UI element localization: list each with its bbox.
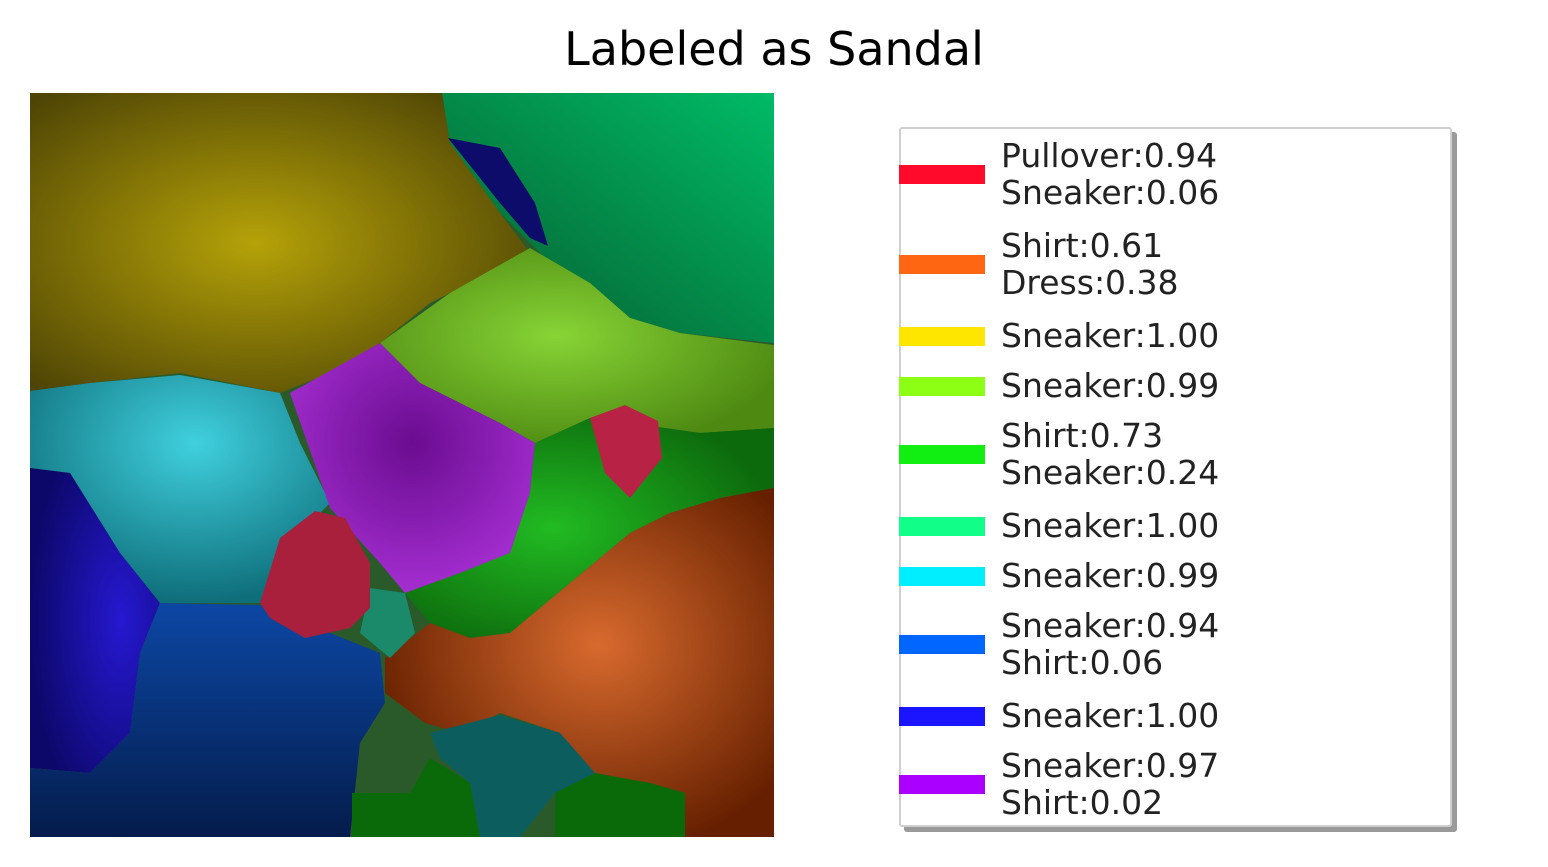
legend-label: Sneaker:1.00: [1001, 697, 1219, 734]
legend-swatch: [899, 445, 985, 464]
legend: Pullover:0.94 Sneaker:0.06 Shirt:0.61 Dress…: [899, 127, 1452, 827]
legend-swatch: [899, 775, 985, 794]
legend-line: Sneaker:0.94: [1001, 606, 1220, 645]
segment-teal-bottom: [430, 715, 595, 837]
segmentation-map: [30, 93, 774, 837]
legend-label: Sneaker:1.00: [1001, 507, 1219, 544]
legend-entry: Sneaker:1.00: [899, 317, 1441, 354]
segment-navy-sliver: [448, 138, 548, 246]
legend-swatch: [899, 165, 985, 184]
segment-sneaker-blue: [30, 468, 160, 773]
segment-pullover-right: [590, 405, 662, 498]
legend-entry: Sneaker:0.97 Shirt:0.02: [899, 747, 1441, 821]
legend-label: Shirt:0.73 Sneaker:0.24: [1001, 417, 1219, 491]
legend-label: Shirt:0.61 Dress:0.38: [1001, 227, 1179, 301]
legend-swatch: [899, 516, 985, 536]
legend-line: Sneaker:0.99: [1001, 366, 1220, 405]
legend-entry: Pullover:0.94 Sneaker:0.06: [899, 137, 1441, 211]
legend-swatch: [899, 706, 985, 726]
legend-swatch: [899, 255, 985, 274]
legend-label: Sneaker:0.99: [1001, 557, 1219, 594]
legend-entry: Sneaker:0.94 Shirt:0.06: [899, 607, 1441, 681]
legend-line: Sneaker:0.97: [1001, 746, 1220, 785]
segment-shirt-sneaker: [405, 418, 774, 638]
legend-entry: Sneaker:0.99: [899, 557, 1441, 594]
legend-line: Dress:0.38: [1001, 263, 1179, 302]
legend-line: Shirt:0.02: [1001, 783, 1164, 822]
figure-title: Labeled as Sandal: [564, 22, 984, 76]
legend-label: Sneaker:0.99: [1001, 367, 1219, 404]
legend-swatch: [899, 376, 985, 396]
segment-teal-center: [360, 588, 415, 658]
legend-entry: Shirt:0.61 Dress:0.38: [899, 227, 1441, 301]
segment-sneaker-yellow: [30, 93, 530, 393]
legend-entry: Sneaker:1.00: [899, 697, 1441, 734]
legend-label: Sneaker:1.00: [1001, 317, 1219, 354]
segment-sneaker-shirt-azure: [30, 603, 385, 837]
legend-line: Sneaker:1.00: [1001, 696, 1220, 735]
legend-line: Shirt:0.73: [1001, 416, 1164, 455]
legend-swatch: [899, 566, 985, 586]
legend-swatch: [899, 635, 985, 654]
legend-label: Sneaker:0.94 Shirt:0.06: [1001, 607, 1219, 681]
legend-entry: Sneaker:0.99: [899, 367, 1441, 404]
legend-entry: Sneaker:1.00: [899, 507, 1441, 544]
legend-label: Sneaker:0.97 Shirt:0.02: [1001, 747, 1219, 821]
segment-sneaker-spring: [440, 93, 774, 343]
segment-green-bottom-right: [555, 773, 685, 837]
legend-line: Pullover:0.94: [1001, 136, 1218, 175]
legend-line: Sneaker:1.00: [1001, 506, 1220, 545]
legend-swatch: [899, 326, 985, 346]
legend-label: Pullover:0.94 Sneaker:0.06: [1001, 137, 1219, 211]
segment-pullover-left: [260, 511, 370, 638]
legend-line: Sneaker:0.06: [1001, 173, 1220, 212]
legend-entry: Shirt:0.73 Sneaker:0.24: [899, 417, 1441, 491]
legend-line: Shirt:0.06: [1001, 643, 1164, 682]
segment-green-bottom-left: [352, 758, 480, 837]
segment-sneaker-lime: [380, 248, 774, 443]
legend-line: Sneaker:0.99: [1001, 556, 1220, 595]
segment-sneaker-cyan: [30, 375, 330, 603]
segment-shirt-dress: [385, 488, 774, 837]
legend-line: Shirt:0.61: [1001, 226, 1164, 265]
legend-line: Sneaker:0.24: [1001, 453, 1220, 492]
legend-line: Sneaker:1.00: [1001, 316, 1220, 355]
